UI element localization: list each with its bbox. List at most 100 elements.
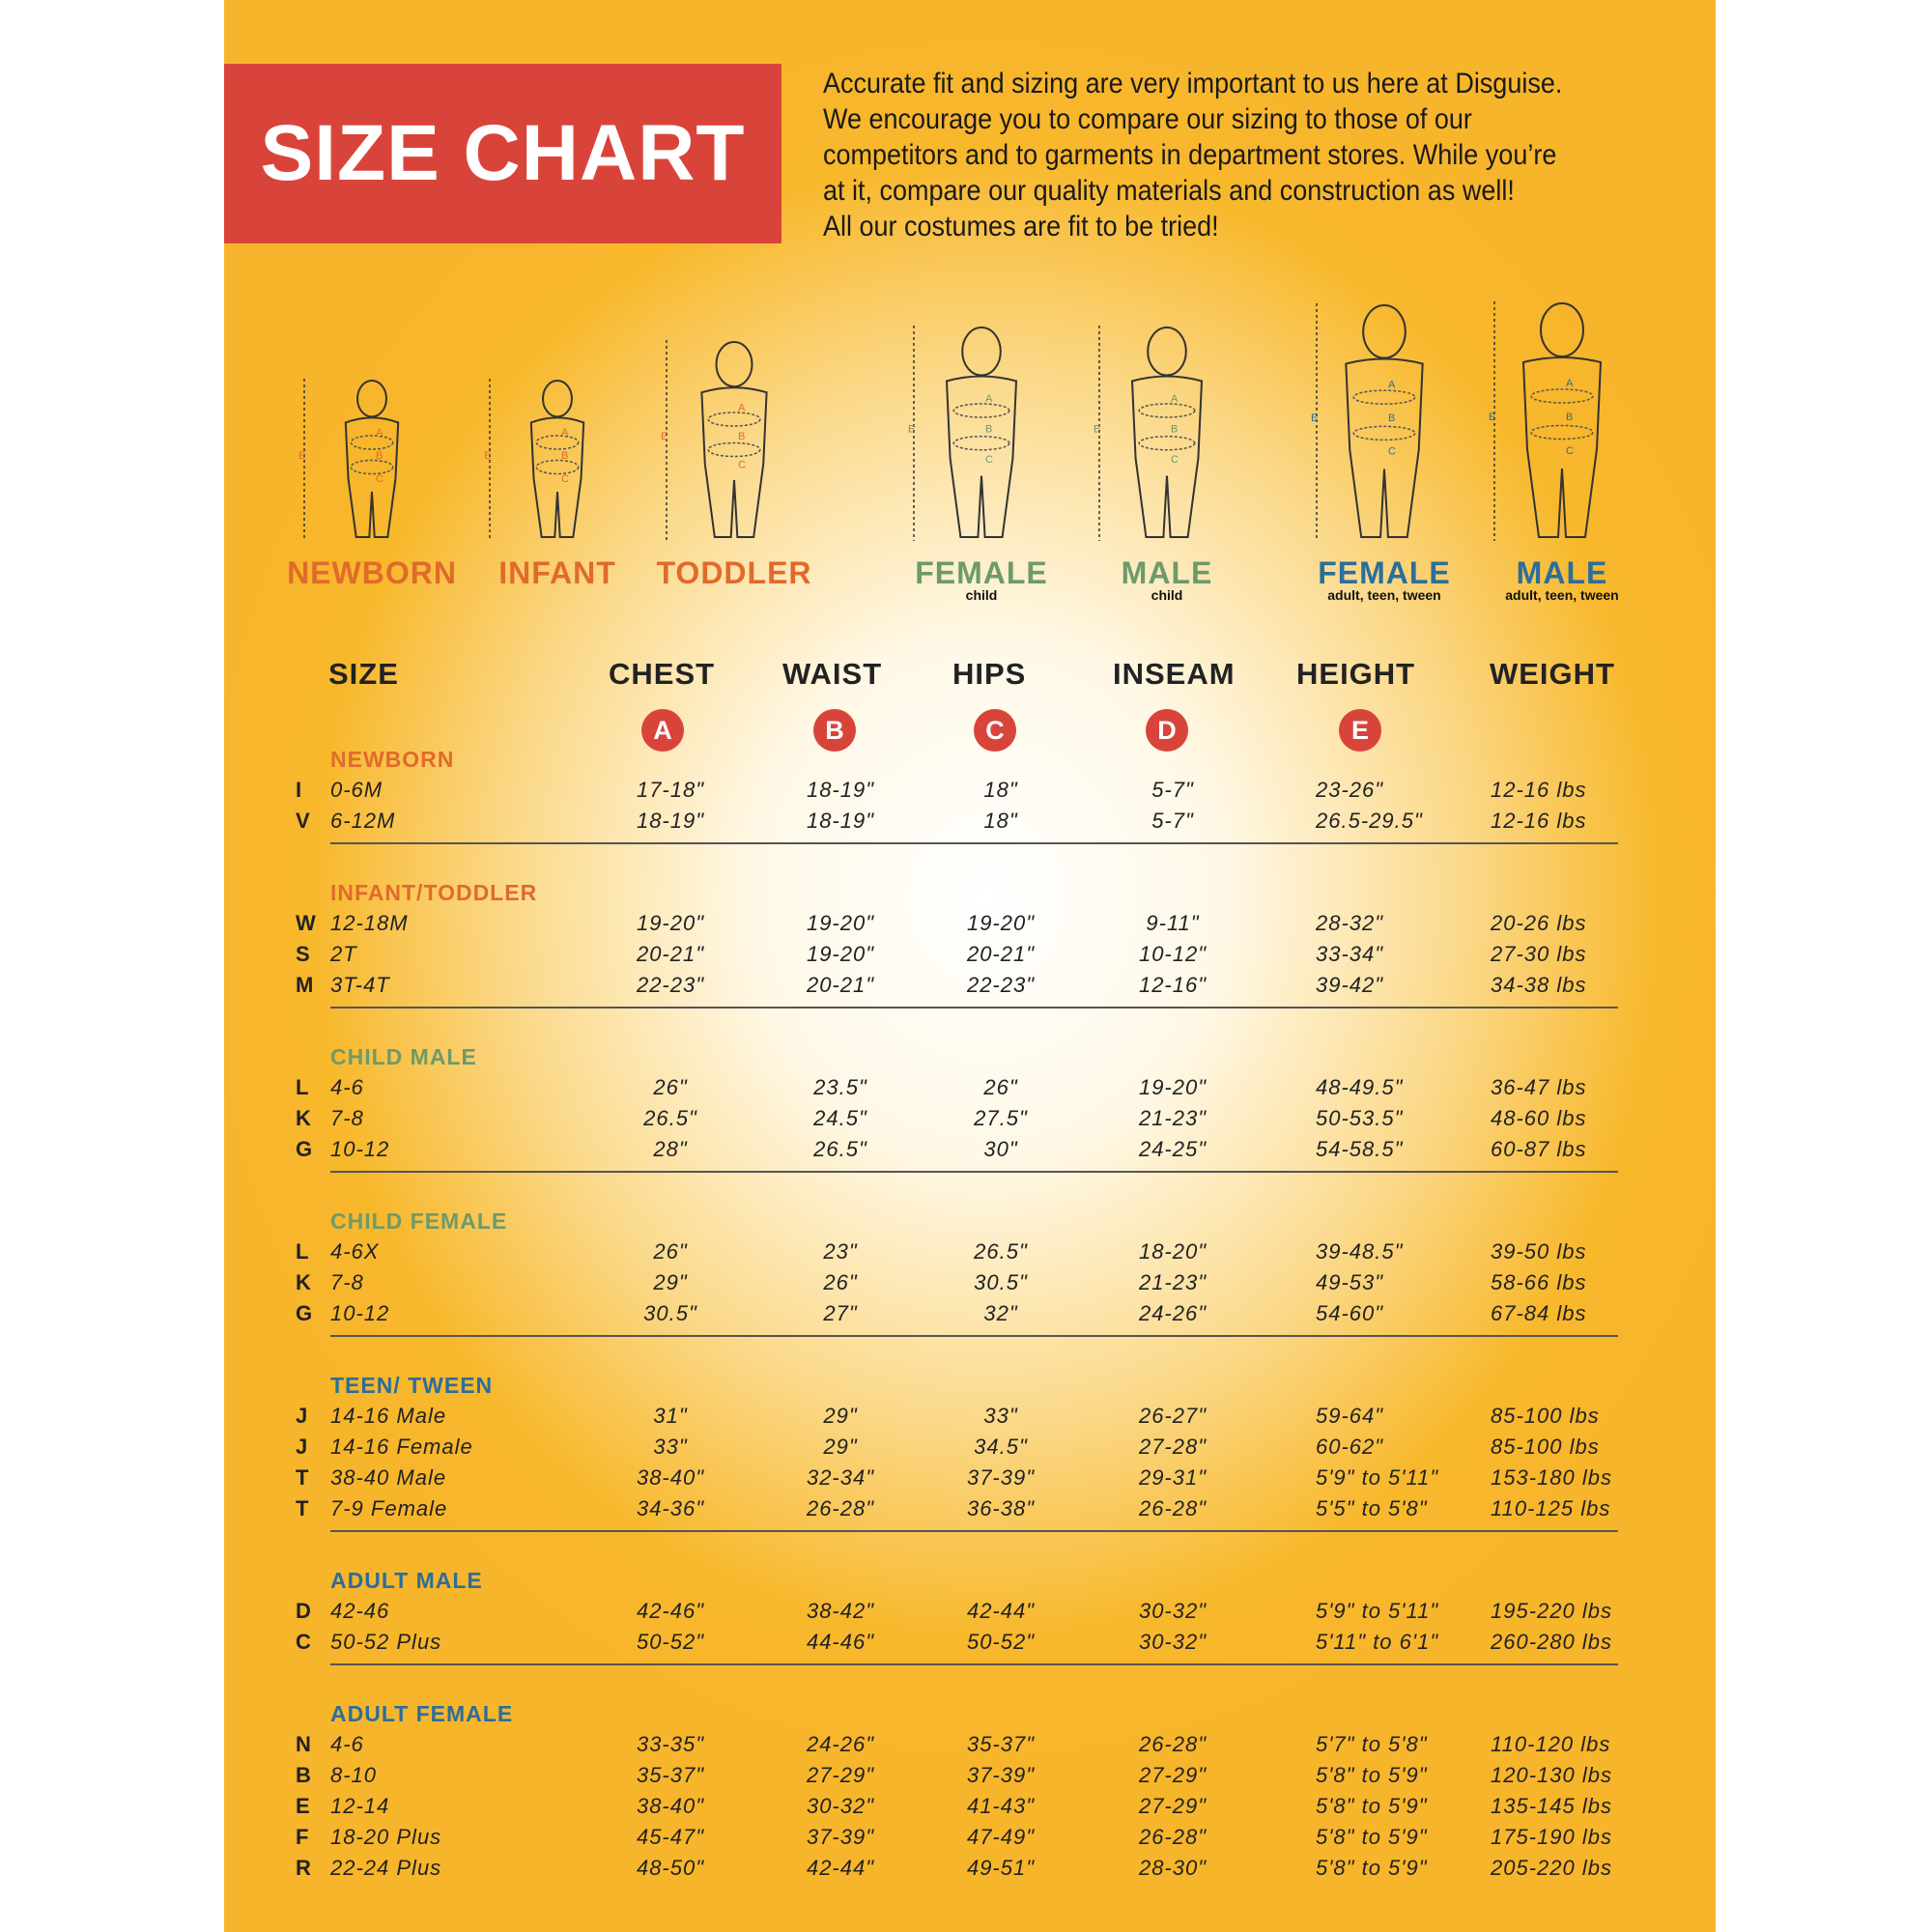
cell-waist: 44-46" bbox=[806, 1630, 875, 1654]
cell-inseam: 18-20" bbox=[1138, 1239, 1208, 1264]
cell-chest: 42-46" bbox=[636, 1599, 705, 1623]
cell-weight: 20-26 lbs bbox=[1491, 911, 1587, 935]
cell-size: 7-9 Female bbox=[330, 1496, 448, 1520]
cell-hips: 36-38" bbox=[966, 1496, 1036, 1520]
cell-chest: 34-36" bbox=[636, 1496, 705, 1520]
figure-sublabel: adult, teen, tween bbox=[1327, 587, 1441, 603]
cell-weight: 260-280 lbs bbox=[1491, 1630, 1612, 1654]
cell-waist: 26-28" bbox=[806, 1496, 875, 1520]
cell-hips: 37-39" bbox=[966, 1763, 1036, 1787]
cell-hips: 41-43" bbox=[966, 1794, 1036, 1818]
cell-size: 4-6X bbox=[330, 1239, 380, 1264]
cell-inseam: 26-28" bbox=[1138, 1732, 1208, 1756]
cell-inseam: 12-16" bbox=[1138, 973, 1208, 997]
cell-waist: 23.5" bbox=[813, 1075, 867, 1099]
svg-text:B: B bbox=[376, 450, 383, 462]
cell-height: 23-26" bbox=[1316, 778, 1384, 802]
cell-inseam: 26-28" bbox=[1138, 1496, 1208, 1520]
cell-height: 28-32" bbox=[1316, 911, 1384, 935]
table-row: M 3T-4T 22-23" 20-21" 22-23" 12-16" 39-42" 34-3… bbox=[290, 970, 1623, 1001]
cell-height: 54-60" bbox=[1316, 1301, 1384, 1325]
svg-text:C: C bbox=[1566, 445, 1574, 457]
svg-text:B: B bbox=[1388, 412, 1395, 424]
cell-chest: 22-23" bbox=[636, 973, 705, 997]
cell-size: 7-8 bbox=[330, 1106, 364, 1130]
cell-size-code: K bbox=[296, 1106, 312, 1130]
cell-chest: 38-40" bbox=[636, 1794, 705, 1818]
cell-size-code: K bbox=[296, 1270, 312, 1294]
svg-text:B: B bbox=[985, 424, 992, 436]
cell-height: 33-34" bbox=[1316, 942, 1384, 966]
cell-inseam: 27-29" bbox=[1138, 1763, 1208, 1787]
cell-weight: 205-220 lbs bbox=[1491, 1856, 1612, 1880]
cell-size: 4-6 bbox=[330, 1075, 364, 1099]
intro-paragraph: Accurate fit and sizing are very importa… bbox=[823, 66, 1623, 244]
section-divider bbox=[330, 1171, 1618, 1173]
svg-text:A: A bbox=[1171, 393, 1179, 405]
intro-line: competitors and to garments in departmen… bbox=[823, 139, 1557, 171]
col-header-chest: CHEST bbox=[609, 657, 716, 691]
svg-text:B: B bbox=[738, 431, 745, 442]
cell-size-code: R bbox=[296, 1856, 312, 1880]
svg-text:E: E bbox=[298, 450, 305, 462]
intro-line: at it, compare our quality materials and… bbox=[823, 175, 1515, 207]
cell-hips: 30.5" bbox=[974, 1270, 1028, 1294]
cell-hips: 27.5" bbox=[974, 1106, 1028, 1130]
measure-badge-b: B bbox=[813, 709, 856, 752]
figure-sublabel: child bbox=[965, 587, 998, 603]
section-title: INFANT/TODDLER bbox=[330, 880, 538, 905]
table-row: J 14-16 Female 33" 29" 34.5" 27-28" 60-62" 85-1… bbox=[290, 1432, 1623, 1463]
intro-line: Accurate fit and sizing are very importa… bbox=[823, 68, 1563, 99]
cell-chest: 50-52" bbox=[636, 1630, 705, 1654]
cell-height: 5'9" to 5'11" bbox=[1316, 1465, 1439, 1490]
cell-waist: 18-19" bbox=[806, 778, 875, 802]
cell-size: 14-16 Female bbox=[330, 1435, 473, 1459]
figure-female-child-icon: E A B C bbox=[908, 326, 1018, 541]
cell-weight: 48-60 lbs bbox=[1491, 1106, 1587, 1130]
figure-sublabel: adult, teen, tween bbox=[1505, 587, 1619, 603]
cell-size-code: I bbox=[296, 778, 303, 802]
figure-sublabel: child bbox=[1151, 587, 1183, 603]
cell-size-code: C bbox=[296, 1630, 312, 1654]
cell-waist: 29" bbox=[823, 1435, 858, 1459]
cell-size: 38-40 Male bbox=[330, 1465, 447, 1490]
cell-size: 12-18M bbox=[330, 911, 409, 935]
cell-weight: 85-100 lbs bbox=[1491, 1435, 1600, 1459]
cell-weight: 58-66 lbs bbox=[1491, 1270, 1587, 1294]
cell-inseam: 27-29" bbox=[1138, 1794, 1208, 1818]
table-row: V 6-12M 18-19" 18-19" 18" 5-7" 26.5-29.5" 12-16… bbox=[290, 806, 1623, 837]
table-row: G 10-12 30.5" 27" 32" 24-26" 54-60" 67-84 lbs bbox=[290, 1298, 1623, 1329]
table-row: K 7-8 26.5" 24.5" 27.5" 21-23" 50-53.5" 48-60 l… bbox=[290, 1103, 1623, 1134]
cell-inseam: 28-30" bbox=[1138, 1856, 1208, 1880]
cell-inseam: 21-23" bbox=[1138, 1270, 1208, 1294]
cell-hips: 30" bbox=[983, 1137, 1018, 1161]
cell-waist: 18-19" bbox=[806, 809, 875, 833]
cell-size-code: L bbox=[296, 1075, 310, 1099]
table-row: L 4-6X 26" 23" 26.5" 18-20" 39-48.5" 39-50 lbs bbox=[290, 1236, 1623, 1267]
col-header-inseam: INSEAM bbox=[1113, 657, 1236, 691]
svg-text:A: A bbox=[985, 393, 993, 405]
title-banner: SIZE CHART bbox=[224, 64, 781, 243]
cell-size: 2T bbox=[330, 942, 357, 966]
cell-waist: 38-42" bbox=[806, 1599, 875, 1623]
cell-size-code: T bbox=[296, 1496, 310, 1520]
figure-label: FEMALE bbox=[915, 555, 1048, 590]
cell-size: 12-14 bbox=[330, 1794, 390, 1818]
cell-size: 18-20 Plus bbox=[330, 1825, 442, 1849]
table-row: R 22-24 Plus 48-50" 42-44" 49-51" 28-30" 5'8" … bbox=[290, 1853, 1623, 1884]
col-header-hips: HIPS bbox=[952, 657, 1027, 691]
cell-size: 42-46 bbox=[330, 1599, 390, 1623]
cell-size-code: G bbox=[296, 1137, 314, 1161]
cell-size: 8-10 bbox=[330, 1763, 378, 1787]
cell-height: 5'11" to 6'1" bbox=[1316, 1630, 1439, 1654]
svg-text:B: B bbox=[1566, 412, 1573, 423]
cell-chest: 33-35" bbox=[636, 1732, 705, 1756]
table-row: E 12-14 38-40" 30-32" 41-43" 27-29" 5'8" to 5'… bbox=[290, 1791, 1623, 1822]
figure-male-child-icon: E A B C bbox=[1094, 326, 1204, 541]
measure-badge-a: A bbox=[641, 709, 684, 752]
cell-size: 10-12 bbox=[330, 1301, 390, 1325]
cell-weight: 175-190 lbs bbox=[1491, 1825, 1612, 1849]
cell-size-code: N bbox=[296, 1732, 312, 1756]
figure-label: FEMALE bbox=[1318, 555, 1451, 590]
svg-text:A: A bbox=[561, 427, 569, 439]
